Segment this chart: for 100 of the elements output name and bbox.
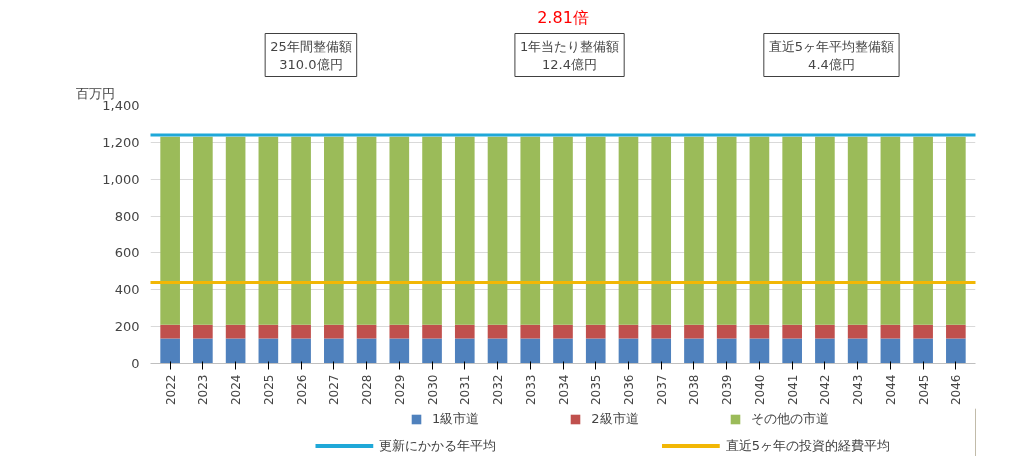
bar xyxy=(651,324,672,339)
x-tick-label: 2043 xyxy=(851,374,866,406)
x-tick-label: 2023 xyxy=(196,374,211,406)
bar xyxy=(356,338,377,364)
bar xyxy=(618,324,639,339)
bar xyxy=(618,136,639,325)
bar xyxy=(454,324,475,339)
x-tick-label: 2038 xyxy=(687,374,702,406)
bar xyxy=(553,338,573,364)
bar xyxy=(324,324,344,339)
x-tick-label: 2046 xyxy=(949,374,964,406)
bar xyxy=(946,136,966,325)
bar xyxy=(160,136,180,325)
bar xyxy=(193,338,213,364)
y-tick-label: 1,000 xyxy=(102,171,140,187)
bar xyxy=(553,324,573,339)
bar xyxy=(847,338,868,364)
bar xyxy=(880,338,901,364)
bar xyxy=(193,324,213,339)
bar xyxy=(454,136,475,325)
bar xyxy=(389,136,410,325)
x-tick-label: 2027 xyxy=(327,374,342,406)
bar xyxy=(487,324,508,339)
bar xyxy=(651,338,672,364)
x-tick-label: 2025 xyxy=(261,374,276,406)
bar xyxy=(160,324,180,339)
bar xyxy=(716,136,737,325)
y-tick-label: 600 xyxy=(114,245,140,261)
x-tick-label: 2024 xyxy=(229,374,244,406)
x-tick-label: 2034 xyxy=(556,374,571,406)
x-tick-label: 2026 xyxy=(294,374,309,406)
bar xyxy=(913,324,933,339)
legend-label: 2級市道 xyxy=(591,410,639,428)
y-tick-label: 1,200 xyxy=(102,134,140,150)
x-tick-label: 2040 xyxy=(752,374,767,406)
bar xyxy=(520,324,541,339)
bar xyxy=(487,338,508,364)
bar xyxy=(651,136,672,325)
bar xyxy=(520,136,541,325)
bar xyxy=(291,324,311,339)
bar xyxy=(782,338,802,364)
bar xyxy=(389,324,410,339)
y-tick-label: 0 xyxy=(131,356,140,371)
legend-label: 更新にかかる年平均 xyxy=(379,438,497,454)
x-tick-label: 2030 xyxy=(425,374,440,406)
bar xyxy=(585,324,606,339)
bar xyxy=(749,136,770,325)
bar xyxy=(585,136,606,325)
x-tick-label: 2028 xyxy=(360,374,375,406)
bar xyxy=(520,338,541,364)
bar xyxy=(815,324,835,339)
text: 25年間整備額 310.0億円 xyxy=(270,38,352,72)
legend-label: 直近5ヶ年の投資的経費平均 xyxy=(725,438,891,454)
bar xyxy=(258,136,279,325)
x-tick-label: 2042 xyxy=(818,374,833,406)
bar xyxy=(684,324,704,339)
legend-label: 1級市道 xyxy=(432,410,480,428)
bar xyxy=(291,136,311,325)
bar xyxy=(258,324,279,339)
bar xyxy=(749,324,770,339)
bar xyxy=(716,338,737,364)
bar xyxy=(913,338,933,364)
bar xyxy=(324,136,344,325)
x-tick-label: 2031 xyxy=(458,374,473,406)
x-tick-label: 2029 xyxy=(392,374,407,406)
bar xyxy=(946,324,966,339)
x-tick-label: 2045 xyxy=(916,374,931,406)
x-tick-label: 2044 xyxy=(883,374,898,406)
text: 1年当たり整備額 12.4億円 xyxy=(519,38,620,72)
bar xyxy=(225,136,246,325)
bar xyxy=(782,136,802,325)
bar xyxy=(880,136,901,325)
bar xyxy=(684,338,704,364)
bar xyxy=(225,338,246,364)
bar xyxy=(356,324,377,339)
bar xyxy=(684,136,704,325)
x-tick-label: 2032 xyxy=(491,374,506,406)
y-tick-label: 1,400 xyxy=(102,98,140,113)
x-tick-label: 2037 xyxy=(654,374,669,406)
bar xyxy=(422,324,442,339)
bar xyxy=(815,136,835,325)
bar xyxy=(258,338,279,364)
bar xyxy=(389,338,410,364)
x-tick-label: 2033 xyxy=(523,374,538,406)
bar xyxy=(225,324,246,339)
bar xyxy=(487,136,508,325)
x-tick-label: 2041 xyxy=(785,374,800,406)
bar xyxy=(585,338,606,364)
x-tick-label: 2022 xyxy=(163,374,178,406)
text: 直近5ヶ年平均整備額 4.4億円 xyxy=(768,38,895,72)
bar xyxy=(324,338,344,364)
bar xyxy=(946,338,966,364)
y-axis-title: 百万円 xyxy=(75,85,115,101)
bar xyxy=(160,338,180,364)
bar xyxy=(913,136,933,325)
bar xyxy=(422,338,442,364)
bar xyxy=(749,338,770,364)
bar xyxy=(880,324,901,339)
x-tick-label: 2039 xyxy=(720,374,735,406)
bar xyxy=(618,338,639,364)
